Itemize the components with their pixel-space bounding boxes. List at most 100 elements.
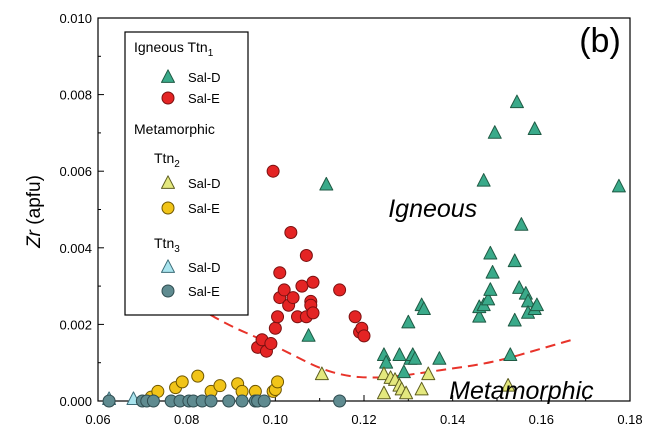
legend-label: Sal-D <box>188 70 221 85</box>
data-point-ign_sale <box>284 225 298 239</box>
series-met3_sale <box>102 394 347 408</box>
data-point-ign_sale <box>306 306 320 320</box>
data-point-ign_sale <box>286 291 300 305</box>
data-point-ign_sald <box>507 253 522 268</box>
data-point-ign_sald <box>509 94 524 109</box>
data-point-ign_sale <box>266 164 280 178</box>
data-point-ign_sald <box>379 355 394 369</box>
series-ign_sald <box>301 94 626 379</box>
data-point-ign_sale <box>271 310 285 324</box>
series-ign_sale <box>251 164 371 358</box>
y-tick-label: 0.006 <box>59 164 92 179</box>
legend-heading: Igneous Ttn1 <box>134 39 214 59</box>
x-tick-label: 0.16 <box>529 412 554 427</box>
data-point-ign_sald <box>529 297 544 312</box>
data-point-ign_sald <box>611 178 626 193</box>
legend-marker-met3_sale <box>161 284 175 298</box>
legend-label: Sal-D <box>188 176 221 191</box>
data-point-met3_sale <box>102 394 116 408</box>
data-point-ign_sald <box>392 347 407 361</box>
data-point-ign_sale <box>268 321 282 335</box>
data-point-met3_sale <box>257 394 271 408</box>
data-point-met3_sale <box>235 394 249 408</box>
data-point-ign_sald <box>476 173 491 187</box>
legend-label: Sal-E <box>188 284 220 299</box>
data-point-met2_sale <box>191 369 205 383</box>
data-point-ign_sald <box>512 280 527 294</box>
data-point-ign_sald <box>407 351 422 365</box>
annotation-metamorphic: Metamorphic <box>449 377 594 405</box>
data-point-ign_sald <box>514 217 529 231</box>
data-point-ign_sald <box>416 301 431 315</box>
y-tick-label: 0.000 <box>59 394 92 409</box>
data-point-ign_sald <box>396 364 411 379</box>
legend-marker-met2_sald <box>161 175 175 189</box>
legend-heading: Metamorphic <box>134 121 215 137</box>
legend-label: Sal-D <box>188 260 221 275</box>
x-tick-label: 0.10 <box>263 412 288 427</box>
data-point-ign_sald <box>507 312 522 327</box>
x-tick-label: 0.06 <box>85 412 110 427</box>
legend-label: Sal-E <box>188 201 220 216</box>
legend-marker-met2_sale <box>161 201 175 215</box>
y-tick-label: 0.002 <box>59 317 92 332</box>
data-point-ign_sald <box>472 309 487 323</box>
data-point-met3_sale <box>204 394 218 408</box>
data-point-ign_sald <box>401 314 416 329</box>
data-point-ign_sald <box>319 176 334 191</box>
data-point-ign_sale <box>299 248 313 262</box>
x-tick-label: 0.14 <box>440 412 465 427</box>
data-point-met2_sald <box>376 385 391 400</box>
data-point-met2_sale <box>213 379 227 393</box>
data-point-ign_sale <box>277 283 291 297</box>
x-tick-label: 0.08 <box>174 412 199 427</box>
x-tick-label: 0.12 <box>351 412 376 427</box>
data-point-ign_sald <box>483 282 498 296</box>
data-point-ign_sale <box>264 337 278 351</box>
data-point-ign_sald <box>483 245 498 260</box>
data-point-ign_sale <box>306 275 320 289</box>
data-point-met3_sale <box>222 394 236 408</box>
legend-heading: Ttn3 <box>154 235 180 255</box>
legend-marker-ign_sale <box>161 91 175 105</box>
series-met2_sald <box>314 366 516 400</box>
panel-label: (b) <box>579 22 621 60</box>
legend-marker-ign_sald <box>161 69 175 83</box>
axis-ticks: 0.06 0.08 0.10 0.12 0.14 0.16 0.18 0.000 0.002 0.… <box>59 11 642 427</box>
legend-label: Sal-E <box>188 91 220 106</box>
data-point-met2_sale <box>271 375 285 389</box>
legend: Igneous Ttn1 Sal-D Sal-E Metamorphic Ttn2 Sal… <box>124 31 249 316</box>
data-point-ign_sald <box>376 347 391 361</box>
data-point-ign_sale <box>333 283 347 297</box>
y-tick-label: 0.004 <box>59 241 92 256</box>
y-tick-label: 0.010 <box>59 11 92 26</box>
data-point-met3_sale <box>146 394 160 408</box>
data-point-ign_sald <box>432 351 447 365</box>
legend-marker-met3_sald <box>161 259 175 273</box>
data-point-ign_sald <box>485 264 500 279</box>
data-point-ign_sale <box>273 266 287 280</box>
data-point-ign_sale <box>348 310 362 324</box>
data-point-met2_sale <box>175 375 189 389</box>
region-annotations: Igneous Metamorphic <box>388 195 594 405</box>
series-met2_sale <box>144 369 285 404</box>
data-point-ign_sale <box>295 279 309 293</box>
legend-heading: Ttn2 <box>154 150 180 170</box>
x-tick-label: 0.18 <box>617 412 642 427</box>
data-points <box>102 94 626 408</box>
data-point-met2_sald <box>421 366 436 381</box>
data-point-ign_sald <box>527 121 542 135</box>
data-point-ign_sald <box>301 328 316 342</box>
data-point-ign_sale <box>357 329 371 343</box>
y-axis-label: Zr (apfu) <box>24 175 45 249</box>
data-point-met2_sald <box>414 381 429 396</box>
data-point-met2_sald <box>314 366 329 381</box>
y-tick-label: 0.008 <box>59 88 92 103</box>
data-point-ign_sald <box>503 347 518 361</box>
data-point-met2_sald <box>501 377 516 392</box>
data-point-ign_sald <box>487 125 502 139</box>
legend-box <box>124 31 249 316</box>
data-point-met2_sald <box>399 385 414 400</box>
data-point-met3_sale <box>333 394 347 408</box>
